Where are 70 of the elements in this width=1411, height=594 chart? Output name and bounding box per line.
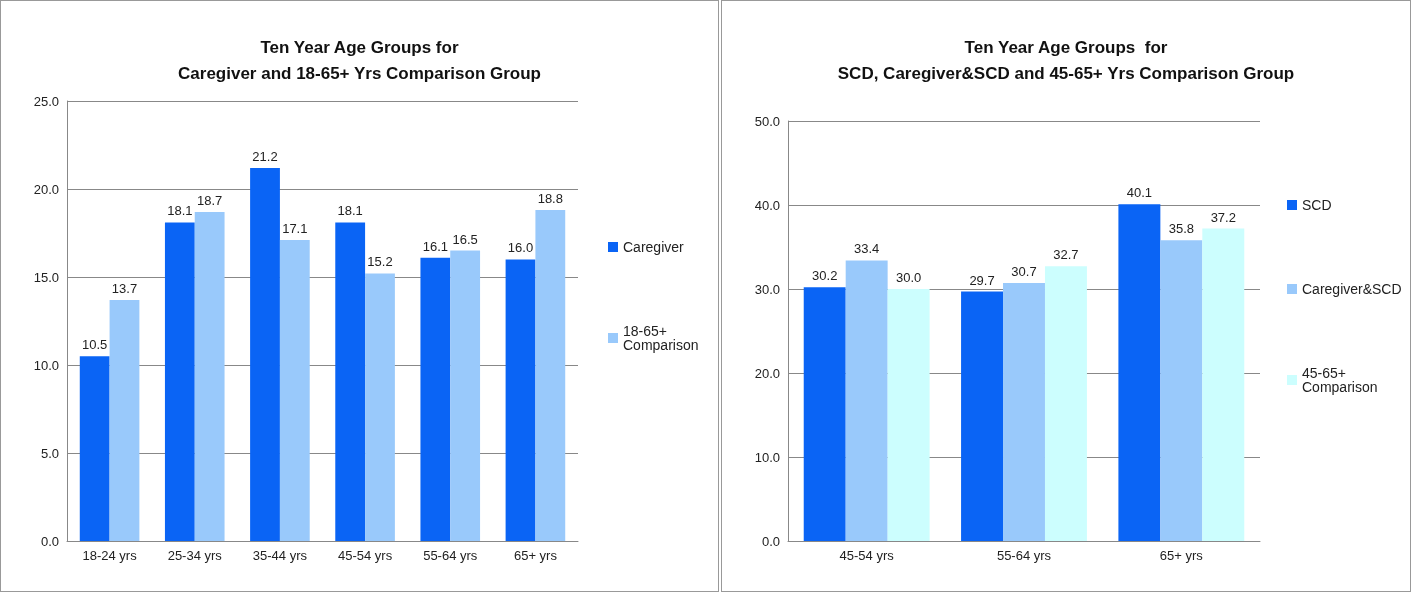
- data-label: 15.2: [367, 254, 393, 270]
- bar: [79, 356, 110, 541]
- y-tick-label: 20.0: [754, 365, 780, 381]
- data-label: 18.8: [537, 191, 563, 207]
- bar: [194, 211, 225, 541]
- bar: [845, 260, 888, 541]
- bar: [279, 240, 310, 541]
- bar: [1044, 266, 1087, 541]
- x-tick-label: 25-34 yrs: [167, 548, 223, 563]
- legend-label: 18-65+ Comparison: [623, 323, 699, 353]
- data-label: 18.1: [167, 203, 193, 219]
- data-label: 10.5: [82, 337, 108, 353]
- legend-label: Caregiver&SCD: [1302, 281, 1402, 297]
- y-tick-label: 5.0: [40, 445, 59, 461]
- y-tick-label: 15.0: [33, 269, 59, 285]
- data-label: 18.1: [337, 203, 363, 219]
- data-label: 16.1: [422, 238, 448, 254]
- x-tick-label: 45-54 yrs: [839, 548, 895, 563]
- y-tick-label: 30.0: [754, 281, 780, 297]
- legend-label: Caregiver: [623, 239, 685, 255]
- data-label: 16.0: [507, 240, 534, 256]
- bar: [250, 167, 280, 541]
- bar: [450, 250, 481, 541]
- legend-label: 45-65+ Comparison: [1302, 365, 1378, 395]
- data-label: 33.4: [854, 241, 880, 257]
- data-label: 35.8: [1168, 221, 1194, 237]
- x-tick-label: 55-64 yrs: [423, 548, 478, 563]
- bar: [1118, 204, 1161, 541]
- bar: [505, 259, 536, 541]
- x-tick-label: 55-64 yrs: [996, 548, 1052, 563]
- bar: [164, 222, 195, 541]
- data-label: 30.2: [812, 268, 838, 284]
- x-tick-label: 45-54 yrs: [337, 548, 393, 563]
- x-tick-label: 35-44 yrs: [252, 548, 308, 563]
- bar: [335, 222, 366, 541]
- data-label: 18.7: [197, 192, 223, 208]
- y-tick-label: 0.0: [40, 533, 59, 549]
- bar: [365, 273, 395, 541]
- data-label: 32.7: [1053, 247, 1079, 263]
- x-tick-label: 18-24 yrs: [82, 548, 138, 563]
- bar: [961, 291, 1004, 541]
- data-label: 37.2: [1210, 209, 1236, 225]
- bar: [1202, 228, 1245, 541]
- bar: [887, 289, 930, 541]
- data-label: 29.7: [969, 272, 995, 288]
- y-tick-label: 0.0: [761, 533, 780, 549]
- x-tick-label: 65+ yrs: [513, 548, 558, 563]
- bar: [420, 257, 451, 541]
- data-label: 13.7: [111, 280, 138, 296]
- data-label: 16.5: [452, 231, 478, 247]
- bar: [803, 287, 846, 541]
- bar: [535, 210, 566, 541]
- y-tick-label: 40.0: [754, 197, 780, 213]
- data-label: 40.1: [1126, 185, 1153, 201]
- y-tick-label: 10.0: [754, 449, 780, 465]
- chart-title: Ten Year Age Groups for Caregiver and 18-65+ Yrs Comparison Group: [178, 37, 541, 83]
- data-label: 30.0: [895, 270, 922, 285]
- bar: [1160, 240, 1203, 541]
- y-tick-label: 20.0: [33, 181, 59, 197]
- y-tick-label: 50.0: [754, 113, 780, 129]
- x-tick-label: 65+ yrs: [1159, 548, 1204, 563]
- data-label: 21.2: [252, 148, 278, 164]
- data-label: 30.7: [1011, 264, 1037, 280]
- bar: [109, 299, 140, 541]
- bar: [1003, 283, 1045, 541]
- y-tick-label: 25.0: [33, 93, 59, 109]
- data-label: 17.1: [282, 221, 308, 237]
- y-tick-label: 10.0: [33, 357, 59, 373]
- chart-title: Ten Year Age Groups for SCD, Caregiver&SCD and 45-65+ Yrs Comparison Group: [837, 37, 1295, 83]
- legend-label: SCD: [1302, 197, 1332, 213]
